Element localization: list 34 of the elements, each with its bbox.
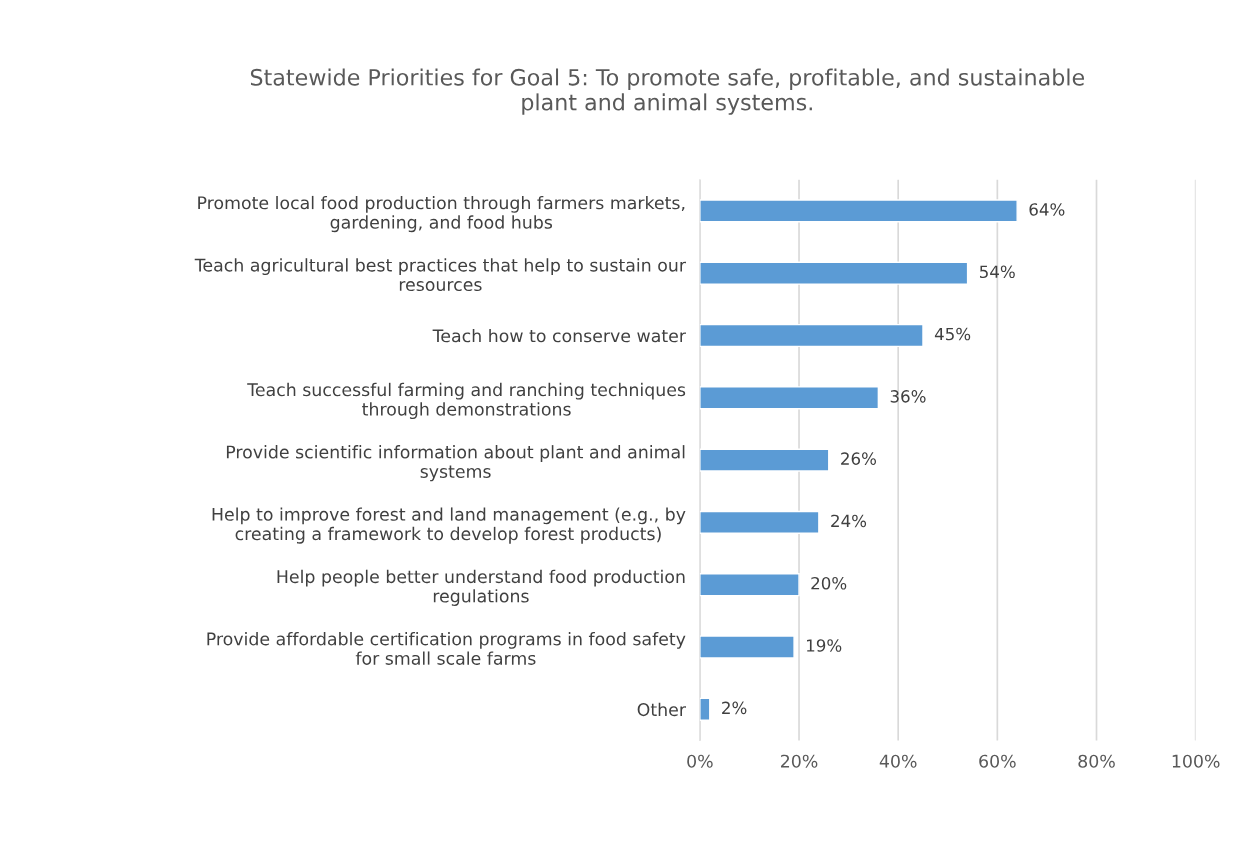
y-tick-label: Teach how to conserve water — [432, 328, 686, 343]
y-tick-label: Help to improve forest and land management (e.g., by creating a framework to develop forest products) — [212, 507, 686, 544]
data-label: 24% — [831, 514, 867, 528]
data-label: 19% — [807, 639, 842, 652]
x-tick-label: 60% — [979, 754, 1016, 768]
x-tick-label: 100% — [1172, 754, 1220, 768]
y-tick-label: Provide affordable certification programs in food safety for small scale farms — [207, 632, 686, 665]
x-tick-label: 80% — [1078, 754, 1115, 768]
bar — [699, 448, 830, 472]
y-tick-label: Provide scientific information about plant and animal systems — [226, 445, 685, 482]
y-tick-label: Promote local food production through farmers markets, gardening, and food hubs — [198, 195, 685, 233]
data-label: 45% — [934, 327, 971, 341]
bar — [699, 323, 924, 348]
data-label: 2% — [722, 701, 747, 715]
bar — [699, 386, 880, 410]
bar — [699, 261, 969, 285]
y-tick-label: Other — [637, 702, 686, 717]
y-tick-label: Teach successful farming and ranching techniques through demonstrations — [247, 382, 686, 420]
x-tick-label: 0% — [687, 754, 713, 768]
data-label: 20% — [811, 576, 847, 590]
y-tick-label: Help people better understand food production regulations — [277, 569, 685, 606]
data-label: 26% — [841, 452, 877, 465]
bar — [699, 510, 820, 534]
bar — [699, 199, 1018, 223]
bar — [699, 635, 795, 659]
bar — [699, 697, 711, 721]
data-label: 64% — [1029, 203, 1065, 216]
data-label: 36% — [890, 390, 926, 403]
data-label: 54% — [979, 265, 1015, 279]
x-tick-label: 40% — [879, 754, 917, 768]
bar — [699, 573, 800, 597]
x-tick-label: 20% — [781, 754, 818, 768]
chart-title: Statewide Priorities for Goal 5: To promote safe, profitable, and sustainable plant and animal systems. — [250, 68, 1085, 115]
y-tick-label: Teach agricultural best practices that help to sustain our resources — [194, 258, 686, 292]
